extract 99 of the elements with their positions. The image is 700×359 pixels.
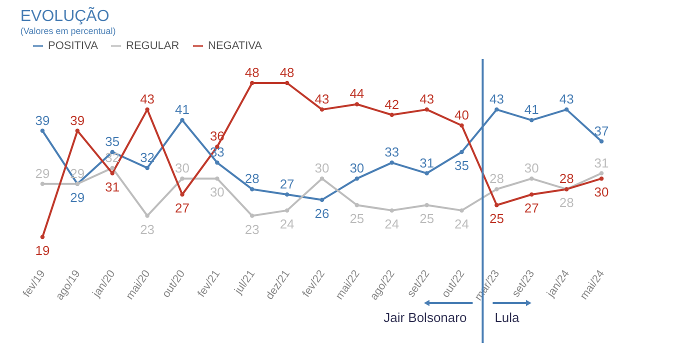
point (460, 123, 464, 128)
data-label: 42 (384, 96, 400, 112)
legend-label: POSITIVA (48, 40, 99, 52)
point (145, 214, 150, 218)
point (284, 80, 290, 86)
data-label: 31 (105, 179, 120, 194)
data-label: 31 (594, 155, 609, 170)
data-label: 28 (559, 171, 574, 186)
point (215, 176, 220, 181)
point (250, 80, 254, 86)
point (530, 192, 534, 197)
data-label: 28 (489, 171, 504, 186)
point (250, 187, 254, 192)
point (320, 198, 324, 202)
data-label: 19 (35, 243, 50, 258)
data-label: 30 (175, 160, 190, 176)
data-label: 30 (524, 160, 539, 176)
point (599, 176, 604, 181)
data-label: 24 (454, 216, 469, 232)
point (75, 128, 80, 133)
data-label: 31 (420, 155, 434, 170)
data-label: 39 (70, 112, 85, 128)
data-label: 40 (454, 107, 469, 122)
text: Jair Bolsonaro (384, 310, 467, 325)
point (460, 208, 464, 213)
data-label: 43 (420, 92, 434, 107)
data-label: 23 (140, 222, 155, 237)
data-label: 24 (280, 216, 294, 232)
point (320, 107, 324, 112)
point (40, 182, 45, 186)
point (494, 203, 499, 208)
point (40, 128, 45, 133)
chart-title: EVOLUÇÃO (20, 6, 110, 25)
data-label: 39 (35, 112, 50, 128)
data-label: 28 (559, 195, 574, 210)
point (424, 107, 429, 112)
point (180, 192, 184, 197)
data-label: 27 (280, 176, 294, 192)
point (390, 112, 394, 117)
data-label: 48 (244, 65, 260, 80)
point (564, 107, 569, 112)
point (494, 107, 499, 112)
data-label: 48 (280, 65, 294, 80)
data-label: 43 (140, 92, 155, 107)
data-label: 29 (35, 166, 50, 181)
point (390, 160, 394, 165)
data-label: 26 (314, 206, 330, 221)
data-label: 32 (140, 150, 155, 165)
point (110, 166, 114, 170)
point (354, 102, 360, 106)
point (180, 176, 184, 181)
point (390, 208, 394, 213)
point (354, 203, 360, 208)
point (599, 171, 604, 176)
data-label: 43 (489, 92, 504, 107)
data-label: 27 (175, 200, 190, 216)
data-label: 30 (314, 160, 330, 176)
point (494, 187, 499, 192)
data-label: 29 (70, 190, 85, 205)
point (40, 234, 45, 240)
data-label: 30 (350, 160, 364, 176)
point (599, 139, 604, 144)
point (354, 176, 360, 181)
data-label: 25 (350, 211, 364, 226)
legend-label: REGULAR (126, 40, 180, 52)
data-label: 25 (489, 211, 504, 226)
point (215, 160, 220, 165)
data-label: 30 (210, 184, 224, 200)
data-label: 29 (70, 166, 85, 181)
data-label: 35 (454, 158, 469, 174)
data-label: 43 (559, 92, 574, 107)
data-label: 41 (524, 102, 539, 118)
data-label: 27 (524, 200, 539, 216)
legend-label: NEGATIVA (208, 40, 263, 52)
point (320, 176, 324, 181)
data-label: 41 (175, 102, 190, 118)
point (250, 214, 254, 218)
point (530, 176, 534, 181)
data-label: 30 (594, 184, 609, 200)
data-label: 44 (350, 86, 364, 102)
data-label: 24 (384, 216, 400, 232)
point (530, 118, 534, 122)
point (424, 203, 429, 208)
data-label: 25 (420, 211, 434, 226)
data-label: 33 (384, 144, 400, 160)
point (460, 150, 464, 154)
point (284, 192, 290, 197)
data-label: 28 (244, 171, 260, 186)
point (284, 208, 290, 213)
data-label: 35 (105, 134, 120, 150)
point (180, 118, 184, 122)
data-label: 23 (244, 222, 260, 237)
chart-subtitle: (Valores em percentual) (20, 26, 116, 36)
point (424, 171, 429, 176)
point (145, 166, 150, 170)
text: Lula (494, 310, 520, 325)
data-label: 43 (314, 92, 330, 107)
point (110, 171, 114, 176)
data-label: 37 (594, 123, 609, 138)
